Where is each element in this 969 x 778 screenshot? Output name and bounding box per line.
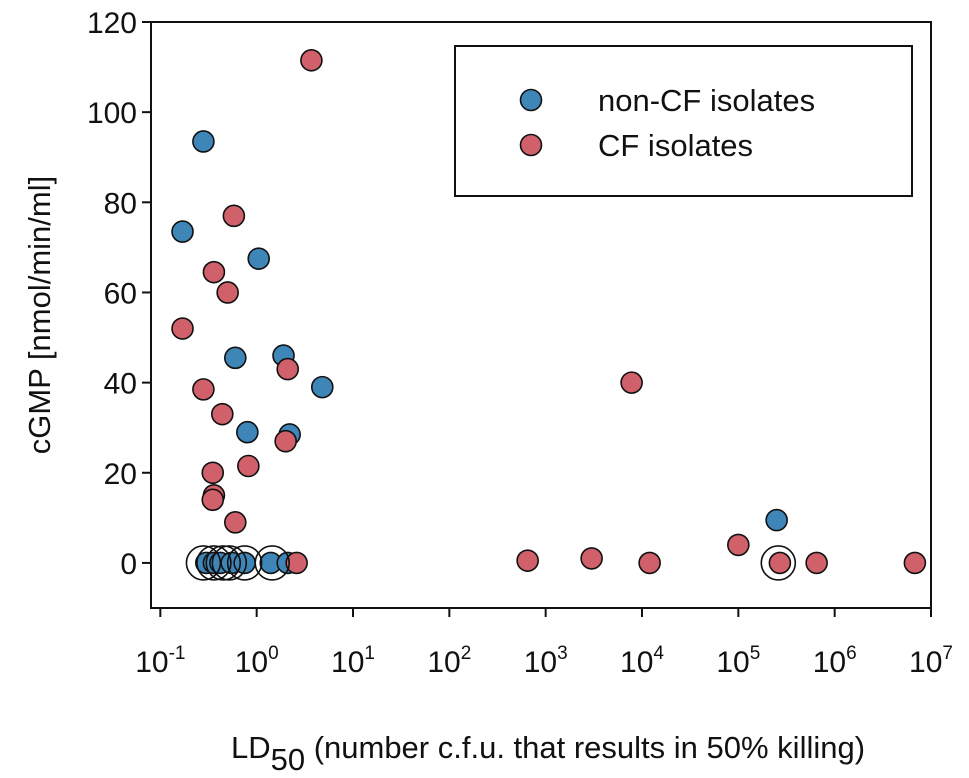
cf-point-10: [201, 461, 225, 485]
x-tick-label-5: 104: [620, 643, 664, 679]
non-cf-point-1: [171, 220, 194, 243]
non-cf-point-6: [236, 420, 259, 444]
axis-tick-labels: 0 20 40 60 80 100 120 10-1 100 101 102 103 104 105 106…: [87, 7, 953, 679]
non-cf-point-8: [765, 508, 788, 532]
legend-label-cf: CF isolates: [598, 128, 753, 163]
cf-point-6: [192, 378, 215, 401]
y-tick-label-5: 100: [87, 97, 137, 130]
cf-point-1: [222, 204, 246, 228]
cf-point-12: [201, 488, 225, 512]
cf-point-18: [638, 551, 661, 575]
x-tick-label-2: 101: [331, 643, 375, 679]
legend: non-CF isolates CF isolates: [454, 45, 913, 197]
cf-point-14: [620, 371, 643, 394]
axis-ticks: [142, 21, 932, 617]
cf-point-17: [516, 549, 539, 572]
x-axis-title: LD50 (number c.f.u. that results in 50% …: [231, 730, 865, 777]
legend-label-non-cf: non-CF isolates: [598, 83, 815, 118]
cf-point-13: [223, 511, 247, 534]
x-tick-label-1: 100: [235, 643, 279, 679]
cf-point-21: [903, 551, 927, 575]
legend-marker-non-cf: [519, 88, 543, 112]
open-circle-3: [211, 545, 248, 581]
x-tick-label-6: 105: [716, 643, 760, 679]
non-cf-point-3: [223, 346, 247, 370]
non-cf-point-0: [192, 130, 215, 153]
cf-point-20: [805, 551, 828, 575]
open-circle-0: [185, 545, 222, 581]
cf-point-2: [202, 260, 226, 284]
x-tick-label-4: 103: [524, 643, 568, 679]
x-axis-title-rest: (number c.f.u. that results in 50% killi…: [305, 730, 865, 765]
y-tick-label-6: 120: [87, 7, 137, 40]
open-circle-markers: [185, 545, 797, 581]
x-tick-label-0: 10-1: [135, 643, 185, 679]
cf-point-4: [171, 317, 194, 340]
y-tick-label-0: 0: [120, 548, 137, 581]
data-points: [171, 49, 927, 575]
x-tick-label-7: 106: [813, 643, 857, 679]
y-tick-label-4: 80: [104, 187, 137, 220]
cf-point-19: [768, 551, 792, 575]
cf-point-5: [276, 357, 300, 381]
y-axis-title: cGMP [nmol/min/ml]: [22, 176, 57, 454]
legend-box: [454, 45, 913, 197]
x-tick-label-3: 102: [427, 643, 471, 679]
non-cf-point-5: [310, 375, 334, 399]
legend-marker-cf: [519, 133, 543, 157]
cf-point-9: [237, 454, 260, 478]
y-tick-label-3: 60: [104, 277, 137, 310]
cf-point-7: [211, 402, 234, 426]
open-circle-6: [760, 545, 797, 581]
open-circle-1: [196, 545, 232, 581]
open-circle-5: [254, 545, 291, 581]
cf-point-8: [274, 429, 297, 453]
x-tick-label-8: 107: [909, 643, 953, 679]
cf-point-15: [727, 533, 750, 557]
x-axis-title-main: LD: [231, 730, 271, 765]
non-cf-point-2: [247, 247, 271, 270]
cf-point-3: [216, 281, 239, 304]
plot-frame: [150, 21, 932, 609]
y-tick-label-2: 40: [104, 368, 137, 401]
open-circle-2: [205, 545, 242, 581]
cf-point-22: [285, 551, 308, 575]
cf-point-16: [580, 547, 603, 570]
y-tick-label-1: 20: [104, 458, 137, 491]
open-circle-4: [226, 545, 263, 581]
x-axis-title-subscript: 50: [271, 742, 305, 777]
cf-point-0: [300, 49, 323, 72]
